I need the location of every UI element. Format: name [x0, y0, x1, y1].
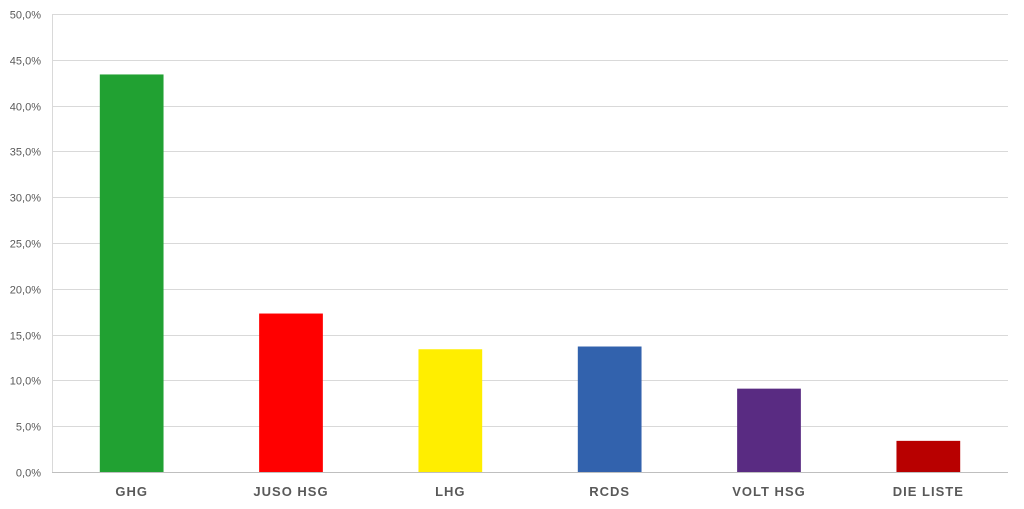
- x-tick-label: RCDS: [589, 484, 630, 499]
- x-tick-label: VOLT HSG: [732, 484, 805, 499]
- bar-rcds: [577, 346, 642, 472]
- y-tick-label: 25,0%: [10, 239, 41, 251]
- bar-die-liste: [896, 440, 961, 472]
- y-axis-ticks: 0,0% 5,0% 10,0% 15,0% 20,0% 25,0% 30,0% 35,0% 40…: [10, 10, 41, 480]
- bar-lhg: [418, 349, 483, 472]
- x-tick-label: GHG: [115, 484, 148, 499]
- x-axis-labels: GHG JUSO HSG LHG RCDS VOLT HSG DIE LISTE: [115, 484, 964, 499]
- y-tick-label: 0,0%: [16, 468, 41, 480]
- y-tick-label: 50,0%: [10, 10, 41, 22]
- bar-ghg: [99, 74, 164, 473]
- y-tick-label: 30,0%: [10, 193, 41, 205]
- y-tick-label: 35,0%: [10, 147, 41, 159]
- x-tick-label: JUSO HSG: [253, 484, 328, 499]
- y-tick-label: 40,0%: [10, 102, 41, 114]
- y-tick-label: 20,0%: [10, 285, 41, 297]
- bar-volt-hsg: [737, 388, 801, 472]
- x-tick-label: LHG: [435, 484, 465, 499]
- bar-juso-hsg: [259, 313, 323, 472]
- bars: [99, 74, 961, 473]
- gridlines: [52, 14, 1008, 473]
- y-tick-label: 5,0%: [16, 422, 41, 434]
- y-tick-label: 10,0%: [10, 376, 41, 388]
- x-tick-label: DIE LISTE: [893, 484, 964, 499]
- y-tick-label: 45,0%: [10, 56, 41, 68]
- y-tick-label: 15,0%: [10, 331, 41, 343]
